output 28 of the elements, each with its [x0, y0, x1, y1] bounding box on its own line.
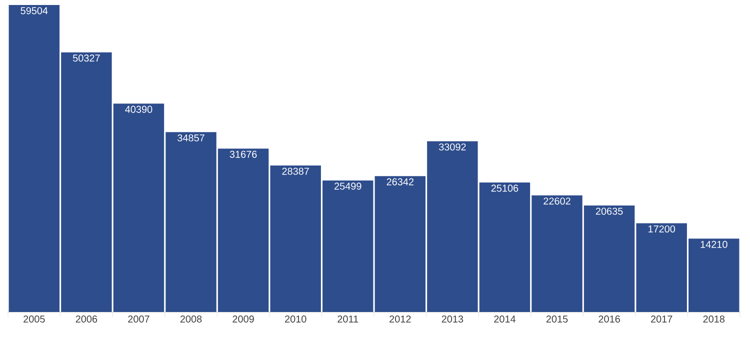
x-tick-label: 2007: [128, 316, 150, 323]
x-tick-label: 2009: [232, 316, 254, 323]
data-label: 14210: [700, 240, 728, 248]
data-label: 50327: [72, 54, 100, 62]
x-tick-label: 2013: [442, 316, 464, 323]
data-label: 34857: [178, 134, 204, 142]
data-label: 20635: [596, 208, 623, 215]
x-tick-label: 2017: [651, 316, 672, 323]
data-label: 28387: [282, 168, 309, 175]
x-tick-label: 2011: [338, 316, 358, 323]
x-tick-label: 2006: [76, 316, 98, 323]
x-tick-label: 2010: [285, 316, 306, 323]
data-label: 31676: [230, 150, 257, 158]
data-label: 26342: [386, 178, 414, 186]
data-label: 25106: [491, 184, 518, 192]
data-label: 17200: [648, 225, 676, 232]
x-tick-label: 2008: [180, 316, 202, 323]
x-tick-label: 2016: [598, 316, 620, 323]
x-tick-label: 2012: [390, 316, 411, 323]
data-label: 40390: [125, 106, 152, 113]
x-tick-label: 2005: [24, 316, 45, 323]
x-tick-label: 2014: [494, 316, 516, 323]
data-label: 25499: [334, 182, 362, 190]
data-label: 59504: [20, 7, 48, 14]
x-tick-label: 2015: [546, 316, 568, 323]
data-label: 22602: [544, 198, 570, 205]
data-label: 33092: [438, 143, 466, 151]
x-tick-label: 2018: [703, 316, 725, 323]
